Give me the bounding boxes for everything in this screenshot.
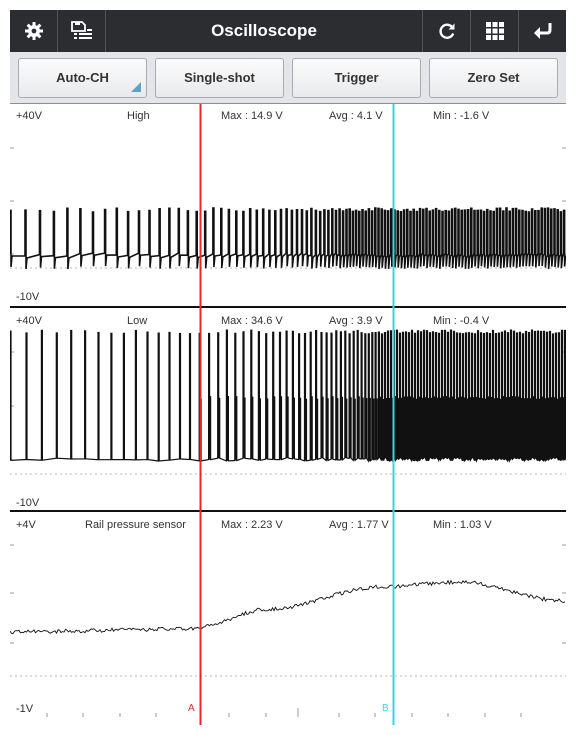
panel-divider [10,510,566,512]
waveform-high [10,207,566,270]
save-list-icon [70,21,92,39]
return-icon [533,23,551,39]
layout-grid-button[interactable] [470,10,518,52]
channel-avg-stat: Avg : 1.77 V [329,519,389,531]
single-shot-label: Single-shot [184,70,255,85]
channel-min-stat: Min : -0.4 V [433,315,490,327]
save-data-button[interactable] [58,10,106,52]
refresh-icon [438,23,454,39]
time-axis-ticks [46,708,522,717]
channel-panel-high: +40V High Max : 14.9 V Avg : 4.1 V Min :… [10,110,566,308]
channel-panel-rail-pressure: +4V Rail pressure sensor Max : 2.23 V Av… [10,519,566,715]
channel-avg-stat: Avg : 4.1 V [329,110,383,122]
auto-channel-label: Auto-CH [56,70,109,85]
channel-name: High [127,110,150,122]
panel-divider [10,306,566,308]
channel-scale-max: +40V [16,315,43,327]
single-shot-button[interactable]: Single-shot [155,57,284,98]
cursor-b-label: B [382,703,389,714]
app-title: Oscilloscope [211,21,317,40]
settings-button[interactable] [10,10,58,52]
channel-name: Rail pressure sensor [85,519,186,531]
cursor-a-label: A [188,703,195,714]
zero-set-label: Zero Set [467,70,520,85]
grid-icon [485,22,504,40]
channel-scale-min: -10V [16,497,40,509]
channel-min-stat: Min : -1.6 V [433,110,490,122]
auto-channel-button[interactable]: Auto-CH [18,57,147,98]
cursor-b[interactable] [392,104,395,725]
cursor-a[interactable] [199,104,202,725]
toolbar: Auto-CH Single-shot Trigger Zero Set [10,52,566,104]
channel-max-stat: Max : 2.23 V [221,519,283,531]
channel-scale-min: -10V [16,291,40,303]
trigger-label: Trigger [334,70,379,85]
channel-scale-max: +4V [16,519,37,531]
channel-avg-stat: Avg : 3.9 V [329,315,383,327]
channel-max-stat: Max : 14.9 V [221,110,283,122]
channel-scale-max: +40V [16,110,43,122]
channel-max-stat: Max : 34.6 V [221,315,283,327]
channel-name: Low [127,315,147,327]
dropdown-corner-icon [131,81,141,92]
zero-set-button[interactable]: Zero Set [429,57,558,98]
gear-icon [24,22,43,40]
scale-ticks [10,147,566,255]
channel-panel-low: +40V Low Max : 34.6 V Avg : 3.9 V Min : … [10,315,566,512]
refresh-button[interactable] [422,10,470,52]
waveform-rail-pressure [10,579,566,635]
back-button[interactable] [518,10,566,52]
title-bar: Oscilloscope [10,10,566,52]
trigger-button[interactable]: Trigger [292,57,421,98]
waveform-low [10,329,566,464]
channel-scale-min: -1V [16,703,34,715]
scope-display: +40V High Max : 14.9 V Avg : 4.1 V Min :… [10,104,566,725]
scale-ticks [10,544,566,644]
channel-min-stat: Min : 1.03 V [433,519,492,531]
